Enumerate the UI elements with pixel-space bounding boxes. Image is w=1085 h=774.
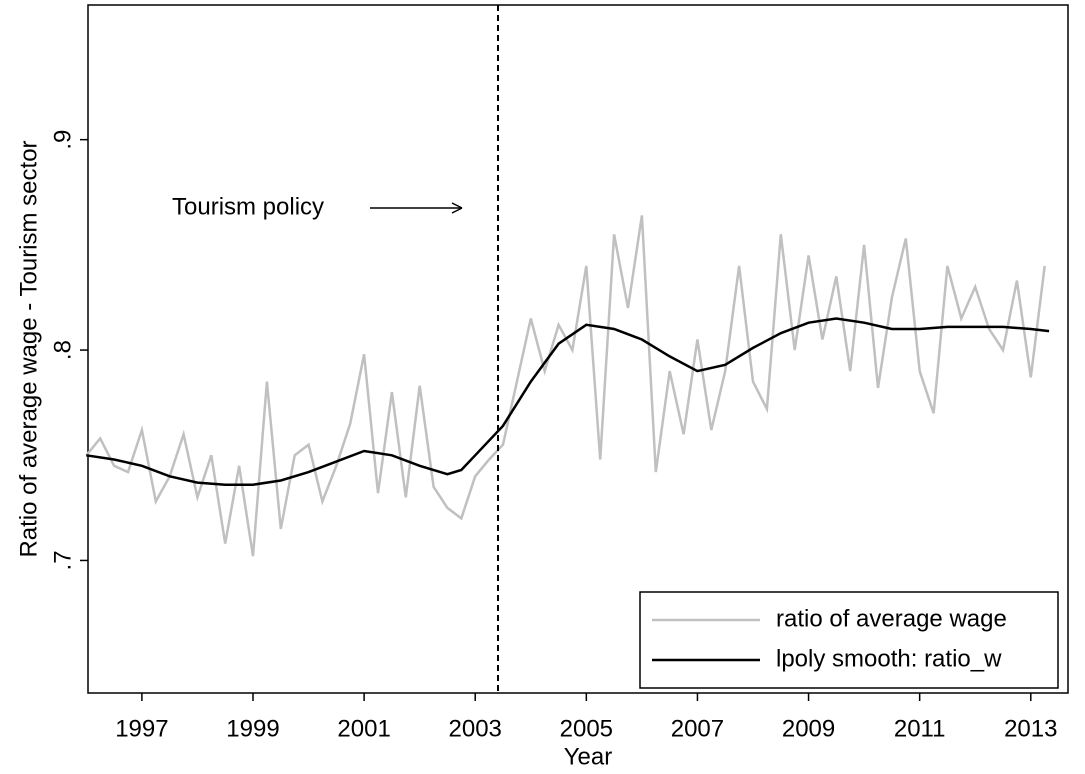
y-tick-label: .9 [49,130,76,150]
legend-box [639,591,1059,689]
legend-label: ratio of average wage [776,605,1007,632]
series-line [86,317,1050,486]
series-line [85,215,1046,557]
x-tick-label: 2001 [337,715,390,742]
x-tick-label: 2009 [782,715,835,742]
x-axis-title: Year [564,743,613,770]
x-tick-label: 2011 [894,715,946,742]
y-tick-label: .7 [49,550,76,570]
x-tick-label: 1997 [115,715,168,742]
plot-frame [87,4,1069,694]
y-axis-title: Ratio of average wage - Tourism sector [15,140,42,557]
x-tick-label: 2007 [671,715,724,742]
x-tick-label: 2013 [1004,715,1057,742]
x-tick-label: 2005 [560,715,613,742]
annotation-arrowhead [451,202,463,214]
legend-label: lpoly smooth: ratio_w [776,645,1002,672]
y-tick-label: .8 [49,340,76,360]
annotation: Tourism policy [172,193,324,220]
x-tick-label: 1999 [226,715,279,742]
x-tick-label: 2003 [449,715,502,742]
